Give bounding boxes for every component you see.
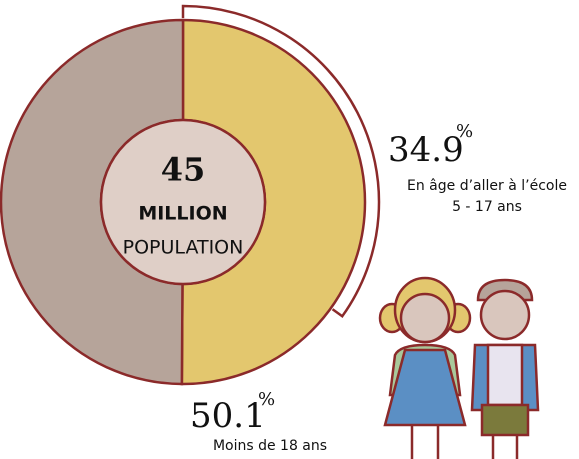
center-label: MILLION bbox=[138, 203, 227, 225]
value-label: 50.1 bbox=[190, 396, 266, 436]
value-unit: % bbox=[258, 389, 275, 410]
arc-caption: 5 - 17 ans bbox=[452, 199, 522, 215]
center-number: 45 bbox=[161, 151, 206, 189]
arc-value: 34.9 bbox=[388, 130, 464, 170]
center-circle bbox=[99, 118, 267, 286]
children-illustration bbox=[378, 276, 540, 459]
arc-unit: % bbox=[456, 121, 473, 142]
segment-label: Moins de 18 ans bbox=[213, 438, 327, 454]
arc-caption: En âge d’aller à l’école bbox=[407, 178, 567, 194]
center-label: POPULATION bbox=[123, 237, 244, 259]
bracket-arc bbox=[181, 4, 381, 318]
